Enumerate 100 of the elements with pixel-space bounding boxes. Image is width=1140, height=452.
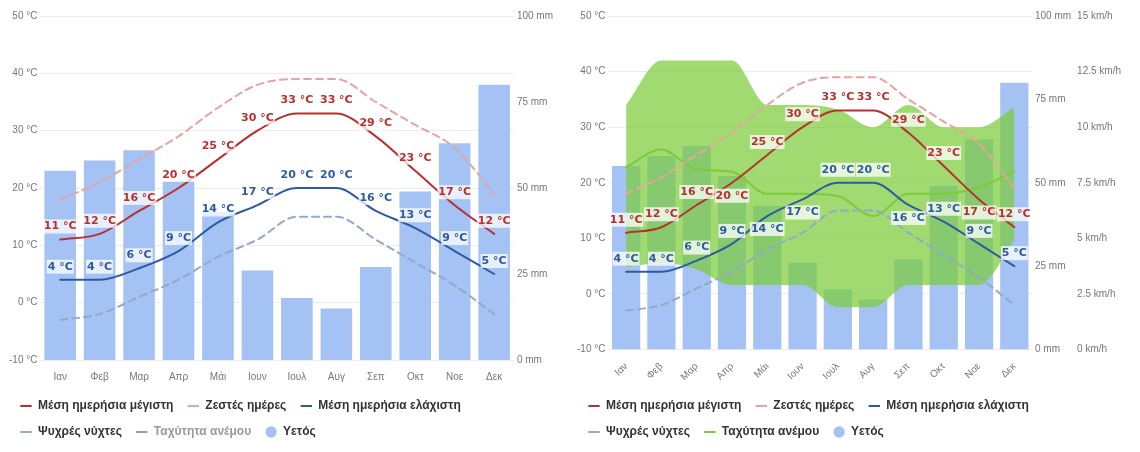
legend-label: Υετός bbox=[283, 424, 316, 439]
x-tick-label: Μαρ bbox=[129, 370, 150, 382]
data-label: 4 °C bbox=[613, 251, 639, 265]
x-tick-label: Αυγ bbox=[327, 370, 345, 382]
data-label: 14 °C bbox=[201, 202, 235, 216]
y3-tick-label: 2.5 km/h bbox=[1077, 287, 1116, 299]
data-label: 20 °C bbox=[821, 162, 855, 176]
legend-label: Μέση ημερήσια μέγιστη bbox=[606, 398, 742, 413]
y3-tick-label: 12.5 km/h bbox=[1077, 65, 1122, 77]
x-tick-label: Φεβ bbox=[644, 360, 665, 381]
y2-tick-label: 100 mm bbox=[516, 9, 553, 21]
data-label: 12 °C bbox=[477, 213, 511, 227]
data-label: 9 °C bbox=[442, 230, 468, 244]
legend-label: Ταχύτητα ανέμου bbox=[153, 424, 252, 439]
y-tick-label: 30 °C bbox=[580, 120, 606, 132]
data-label: 33 °C bbox=[821, 90, 855, 104]
y3-tick-label: 7.5 km/h bbox=[1077, 176, 1116, 188]
data-label: 17 °C bbox=[241, 185, 274, 199]
data-label: 4 °C bbox=[87, 259, 113, 273]
x-tick-label: Σεπ bbox=[367, 370, 385, 382]
x-tick-label: Μαρ bbox=[678, 360, 701, 383]
data-label: 17 °C bbox=[438, 185, 472, 199]
legend-label: Μέση ημερήσια ελάχιστη bbox=[886, 398, 1029, 413]
y-tick-label: 40 °C bbox=[580, 65, 606, 77]
data-label: 20 °C bbox=[856, 162, 890, 176]
data-label: 14 °C bbox=[750, 221, 784, 235]
data-label: 5 °C bbox=[481, 253, 507, 267]
data-label: 12 °C bbox=[645, 207, 678, 221]
x-tick-label: Ιουλ bbox=[820, 360, 842, 382]
x-tick-label: Οκτ bbox=[406, 370, 424, 382]
data-label: 16 °C bbox=[359, 190, 393, 204]
y2-tick-label: 50 mm bbox=[1034, 176, 1066, 188]
y2-tick-label: 0 mm bbox=[516, 353, 542, 365]
data-label: 17 °C bbox=[962, 205, 996, 219]
y-tick-label: -10 °C bbox=[577, 343, 606, 355]
data-label: 9 °C bbox=[719, 223, 745, 237]
data-label: 30 °C bbox=[786, 107, 819, 121]
y3-tick-label: 5 km/h bbox=[1077, 232, 1108, 244]
y2-tick-label: 25 mm bbox=[1034, 259, 1066, 271]
data-label: 20 °C bbox=[162, 167, 195, 181]
x-tick-label: Μάι bbox=[751, 360, 771, 380]
x-tick-label: Σεπ bbox=[891, 360, 912, 381]
data-label: 23 °C bbox=[398, 150, 432, 164]
legend-label: Ψυχρές νύχτες bbox=[606, 424, 690, 439]
x-tick-label: Ιουν bbox=[248, 370, 267, 382]
y-tick-label: 30 °C bbox=[12, 124, 38, 136]
x-tick-label: Φεβ bbox=[90, 370, 109, 382]
x-tick-label: Δεκ bbox=[486, 370, 504, 382]
y-tick-label: 0 °C bbox=[585, 287, 606, 299]
y-tick-label: 10 °C bbox=[12, 239, 38, 251]
data-label: 25 °C bbox=[750, 134, 784, 148]
y-tick-label: 20 °C bbox=[580, 176, 606, 188]
x-tick-label: Ιουν bbox=[784, 360, 806, 382]
data-label: 6 °C bbox=[684, 240, 710, 254]
y-tick-label: 20 °C bbox=[12, 181, 38, 193]
legend-label: Ταχύτητα ανέμου bbox=[721, 424, 820, 439]
y2-tick-label: 25 mm bbox=[516, 267, 548, 279]
data-label: 4 °C bbox=[648, 251, 674, 265]
data-label: 20 °C bbox=[280, 167, 314, 181]
legend-label: Μέση ημερήσια ελάχιστη bbox=[318, 398, 461, 413]
legend-label: Υετός bbox=[851, 424, 884, 439]
data-label: 33 °C bbox=[280, 93, 314, 107]
y3-tick-label: 15 km/h bbox=[1077, 9, 1113, 21]
y2-tick-label: 75 mm bbox=[1034, 93, 1066, 105]
data-label: 30 °C bbox=[241, 110, 274, 124]
data-label: 20 °C bbox=[319, 167, 353, 181]
y2-tick-label: 75 mm bbox=[516, 95, 548, 107]
legend-label: Ζεστές ημέρες bbox=[773, 398, 855, 413]
data-label: 16 °C bbox=[680, 184, 714, 198]
data-label: 16 °C bbox=[892, 210, 925, 224]
x-tick-label: Αυγ bbox=[856, 360, 877, 381]
data-label: 23 °C bbox=[927, 145, 961, 159]
x-tick-label: Απρ bbox=[168, 370, 189, 382]
x-tick-label: Απρ bbox=[713, 360, 736, 382]
y3-tick-label: 0 km/h bbox=[1077, 343, 1108, 355]
data-label: 13 °C bbox=[398, 207, 432, 221]
y-tick-label: -10 °C bbox=[9, 353, 38, 365]
x-tick-label: Νοε bbox=[962, 359, 983, 381]
legend-label: Ψυχρές νύχτες bbox=[38, 424, 122, 439]
data-label: 33 °C bbox=[856, 90, 890, 104]
y-tick-label: 50 °C bbox=[580, 9, 606, 21]
data-label: 29 °C bbox=[892, 112, 925, 126]
data-label: 11 °C bbox=[609, 212, 643, 226]
data-label: 12 °C bbox=[83, 213, 116, 227]
data-label: 13 °C bbox=[927, 201, 961, 215]
x-tick-label: Ιαν bbox=[53, 370, 67, 382]
y-tick-label: 10 °C bbox=[580, 232, 606, 244]
x-tick-label: Ιουλ bbox=[287, 370, 307, 382]
data-label: 6 °C bbox=[126, 248, 152, 262]
data-label: 20 °C bbox=[715, 188, 749, 202]
y-tick-label: 40 °C bbox=[12, 67, 38, 79]
data-label: 5 °C bbox=[1001, 245, 1027, 259]
y2-tick-label: 0 mm bbox=[1034, 343, 1060, 355]
y2-tick-label: 100 mm bbox=[1034, 9, 1072, 21]
data-label: 4 °C bbox=[47, 259, 73, 273]
y2-tick-label: 50 mm bbox=[516, 181, 548, 193]
y-tick-label: 0 °C bbox=[17, 296, 38, 308]
legend-label: Ζεστές ημέρες bbox=[205, 398, 287, 413]
x-tick-label: Δεκ bbox=[998, 359, 1019, 380]
x-tick-label: Μάι bbox=[209, 370, 227, 382]
